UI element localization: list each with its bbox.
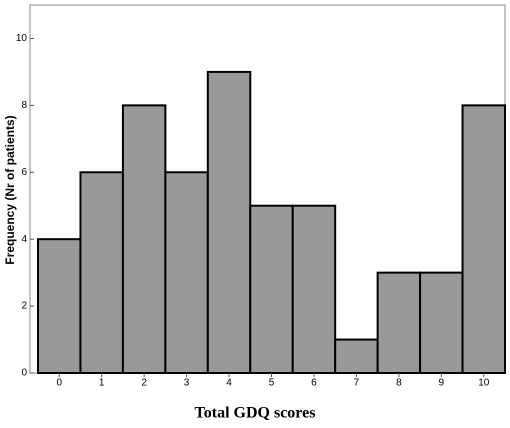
x-tick-label: 8: [396, 378, 402, 389]
y-tick-label: 10: [16, 33, 28, 44]
x-axis-title: Total GDQ scores: [195, 405, 316, 422]
y-tick-label: 0: [21, 368, 27, 379]
bar: [291, 204, 337, 374]
y-tick-label: 6: [21, 167, 27, 178]
bar: [334, 338, 379, 374]
bar: [37, 238, 82, 374]
x-tick-label: 5: [269, 378, 275, 389]
x-tick-label: 6: [311, 378, 317, 389]
bar: [461, 104, 506, 374]
x-tick-label: 0: [56, 378, 62, 389]
y-tick-label: 2: [21, 301, 27, 312]
x-tick-label: 1: [99, 378, 105, 389]
x-tick-label: 7: [354, 378, 360, 389]
bar: [121, 104, 167, 374]
x-tick-label: 3: [184, 378, 190, 389]
x-tick-label: 10: [478, 378, 490, 389]
y-tick-label: 4: [21, 234, 27, 245]
y-axis-title: Frequency (Nr of patients): [3, 115, 17, 264]
bar: [419, 271, 464, 374]
bar: [249, 204, 294, 374]
x-tick-label: 4: [226, 378, 232, 389]
x-tick-label: 9: [439, 378, 445, 389]
bar: [376, 271, 422, 374]
x-tick-label: 2: [141, 378, 147, 389]
y-tick-label: 8: [21, 100, 27, 111]
bar: [164, 171, 209, 374]
bar: [206, 70, 252, 374]
bar: [79, 171, 124, 374]
